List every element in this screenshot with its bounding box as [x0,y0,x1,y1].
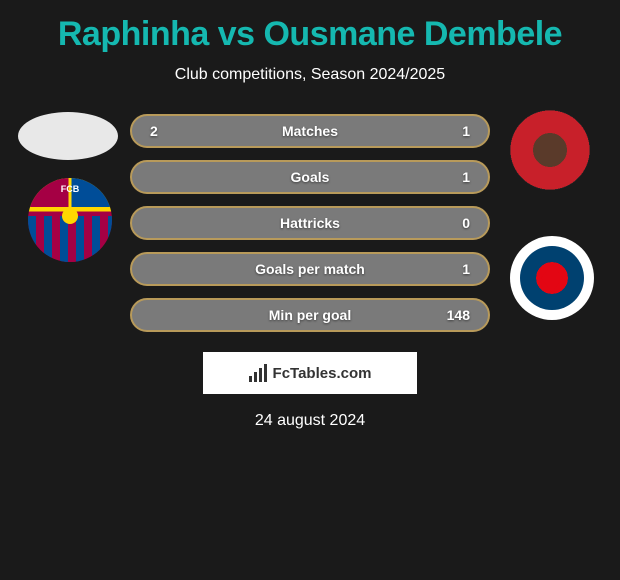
chart-icon [249,364,267,382]
branding-badge: FcTables.com [203,352,417,394]
page-subtitle: Club competitions, Season 2024/2025 [0,66,620,84]
stat-row-goals: Goals 1 [130,160,490,194]
stat-row-min-per-goal: Min per goal 148 [130,298,490,332]
stats-area: 2 Matches 1 Goals 1 Hattricks 0 Goals pe… [0,114,620,332]
stat-row-hattricks: Hattricks 0 [130,206,490,240]
stat-label: Min per goal [269,307,351,323]
club-left-abbr: FCB [61,184,80,194]
stat-row-matches: 2 Matches 1 [130,114,490,148]
stat-right-value: 0 [462,215,470,231]
stat-label: Goals [291,169,330,185]
stat-right-value: 1 [462,261,470,277]
club-left-ball [62,208,78,224]
date-label: 24 august 2024 [0,412,620,430]
stat-right-value: 148 [447,307,470,323]
stat-right-value: 1 [462,123,470,139]
stat-left-value: 2 [150,123,158,139]
page-title: Raphinha vs Ousmane Dembele [0,15,620,54]
stat-right-value: 1 [462,169,470,185]
comparison-card: Raphinha vs Ousmane Dembele Club competi… [0,0,620,440]
stat-row-goals-per-match: Goals per match 1 [130,252,490,286]
stat-label: Matches [282,123,338,139]
stat-label: Hattricks [280,215,340,231]
stat-label: Goals per match [255,261,365,277]
branding-name: FcTables.com [273,365,372,382]
